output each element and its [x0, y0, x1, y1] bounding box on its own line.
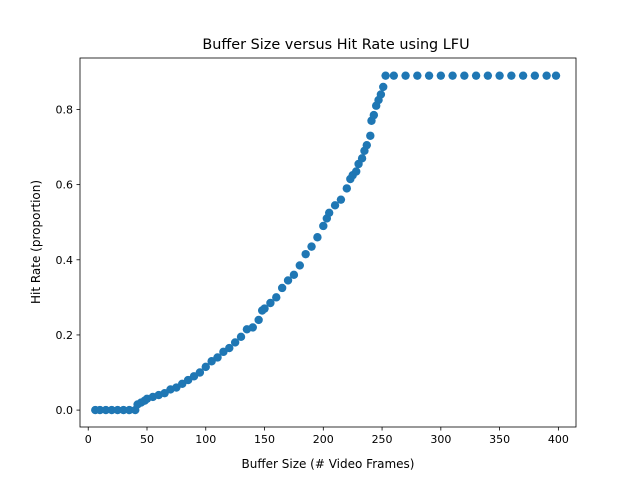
data-point	[471, 71, 481, 80]
data-point	[330, 201, 340, 210]
data-point	[448, 71, 457, 80]
y-tick-label: 0.4	[56, 254, 74, 267]
y-axis-label: Hit Rate (proportion)	[29, 180, 43, 304]
data-point	[95, 405, 105, 415]
data-point	[483, 71, 493, 80]
data-point	[342, 184, 352, 193]
data-point	[289, 270, 299, 280]
x-axis-label: Buffer Size (# Video Frames)	[242, 457, 415, 471]
x-tick-label: 400	[548, 433, 569, 446]
data-point	[125, 405, 134, 415]
x-tick-label: 50	[140, 433, 154, 446]
data-point	[336, 195, 346, 204]
data-point	[225, 343, 234, 353]
data-point	[119, 405, 128, 415]
data-point	[460, 71, 469, 80]
data-point	[413, 71, 422, 80]
data-point	[542, 71, 551, 80]
data-point	[272, 293, 281, 302]
data-point	[283, 276, 293, 285]
x-tick-label: 100	[195, 433, 216, 446]
x-axis-ticks: 0 50 100 150 200 250 300 350 400	[85, 427, 569, 446]
chart-title: Buffer Size versus Hit Rate using LFU	[202, 37, 469, 53]
data-point	[277, 283, 287, 293]
x-tick-label: 200	[313, 433, 334, 446]
data-point	[236, 332, 246, 342]
data-point	[307, 242, 316, 251]
data-point	[389, 71, 399, 80]
x-tick-label: 150	[254, 433, 275, 446]
data-point	[530, 71, 540, 80]
data-point	[366, 131, 375, 140]
data-point	[107, 405, 116, 415]
data-point	[507, 71, 516, 80]
data-point	[295, 261, 304, 270]
data-point	[301, 249, 310, 259]
data-point	[248, 323, 257, 332]
data-point	[369, 110, 379, 120]
data-points	[91, 71, 561, 415]
data-point	[230, 338, 240, 347]
data-point	[324, 208, 334, 218]
y-axis-ticks: 0.0 0.2 0.4 0.6 0.8	[56, 103, 80, 417]
x-tick-label: 0	[85, 433, 92, 446]
y-tick-label: 0.2	[56, 329, 74, 342]
data-point	[381, 71, 390, 80]
data-point	[113, 405, 122, 415]
data-point	[495, 71, 504, 80]
data-point	[213, 353, 222, 362]
plot-frame	[79, 57, 577, 428]
data-point	[352, 167, 361, 176]
data-point	[319, 221, 328, 231]
data-point	[379, 82, 388, 92]
data-point	[362, 140, 371, 150]
data-point	[201, 362, 210, 372]
y-tick-label: 0.0	[56, 404, 74, 417]
x-tick-label: 350	[489, 433, 510, 446]
x-tick-label: 250	[372, 433, 393, 446]
data-point	[101, 405, 111, 415]
data-point	[436, 71, 446, 80]
data-point	[424, 71, 434, 80]
y-tick-label: 0.6	[56, 179, 74, 192]
data-point	[518, 71, 528, 80]
data-point	[195, 368, 205, 377]
data-point	[254, 315, 263, 325]
data-point	[260, 304, 269, 313]
data-point	[313, 233, 322, 242]
data-point	[266, 298, 275, 308]
y-tick-label: 0.8	[56, 103, 74, 116]
data-point	[357, 154, 367, 163]
data-point	[551, 71, 561, 80]
data-point	[401, 71, 410, 80]
x-tick-label: 300	[430, 433, 451, 446]
data-point	[376, 90, 386, 99]
